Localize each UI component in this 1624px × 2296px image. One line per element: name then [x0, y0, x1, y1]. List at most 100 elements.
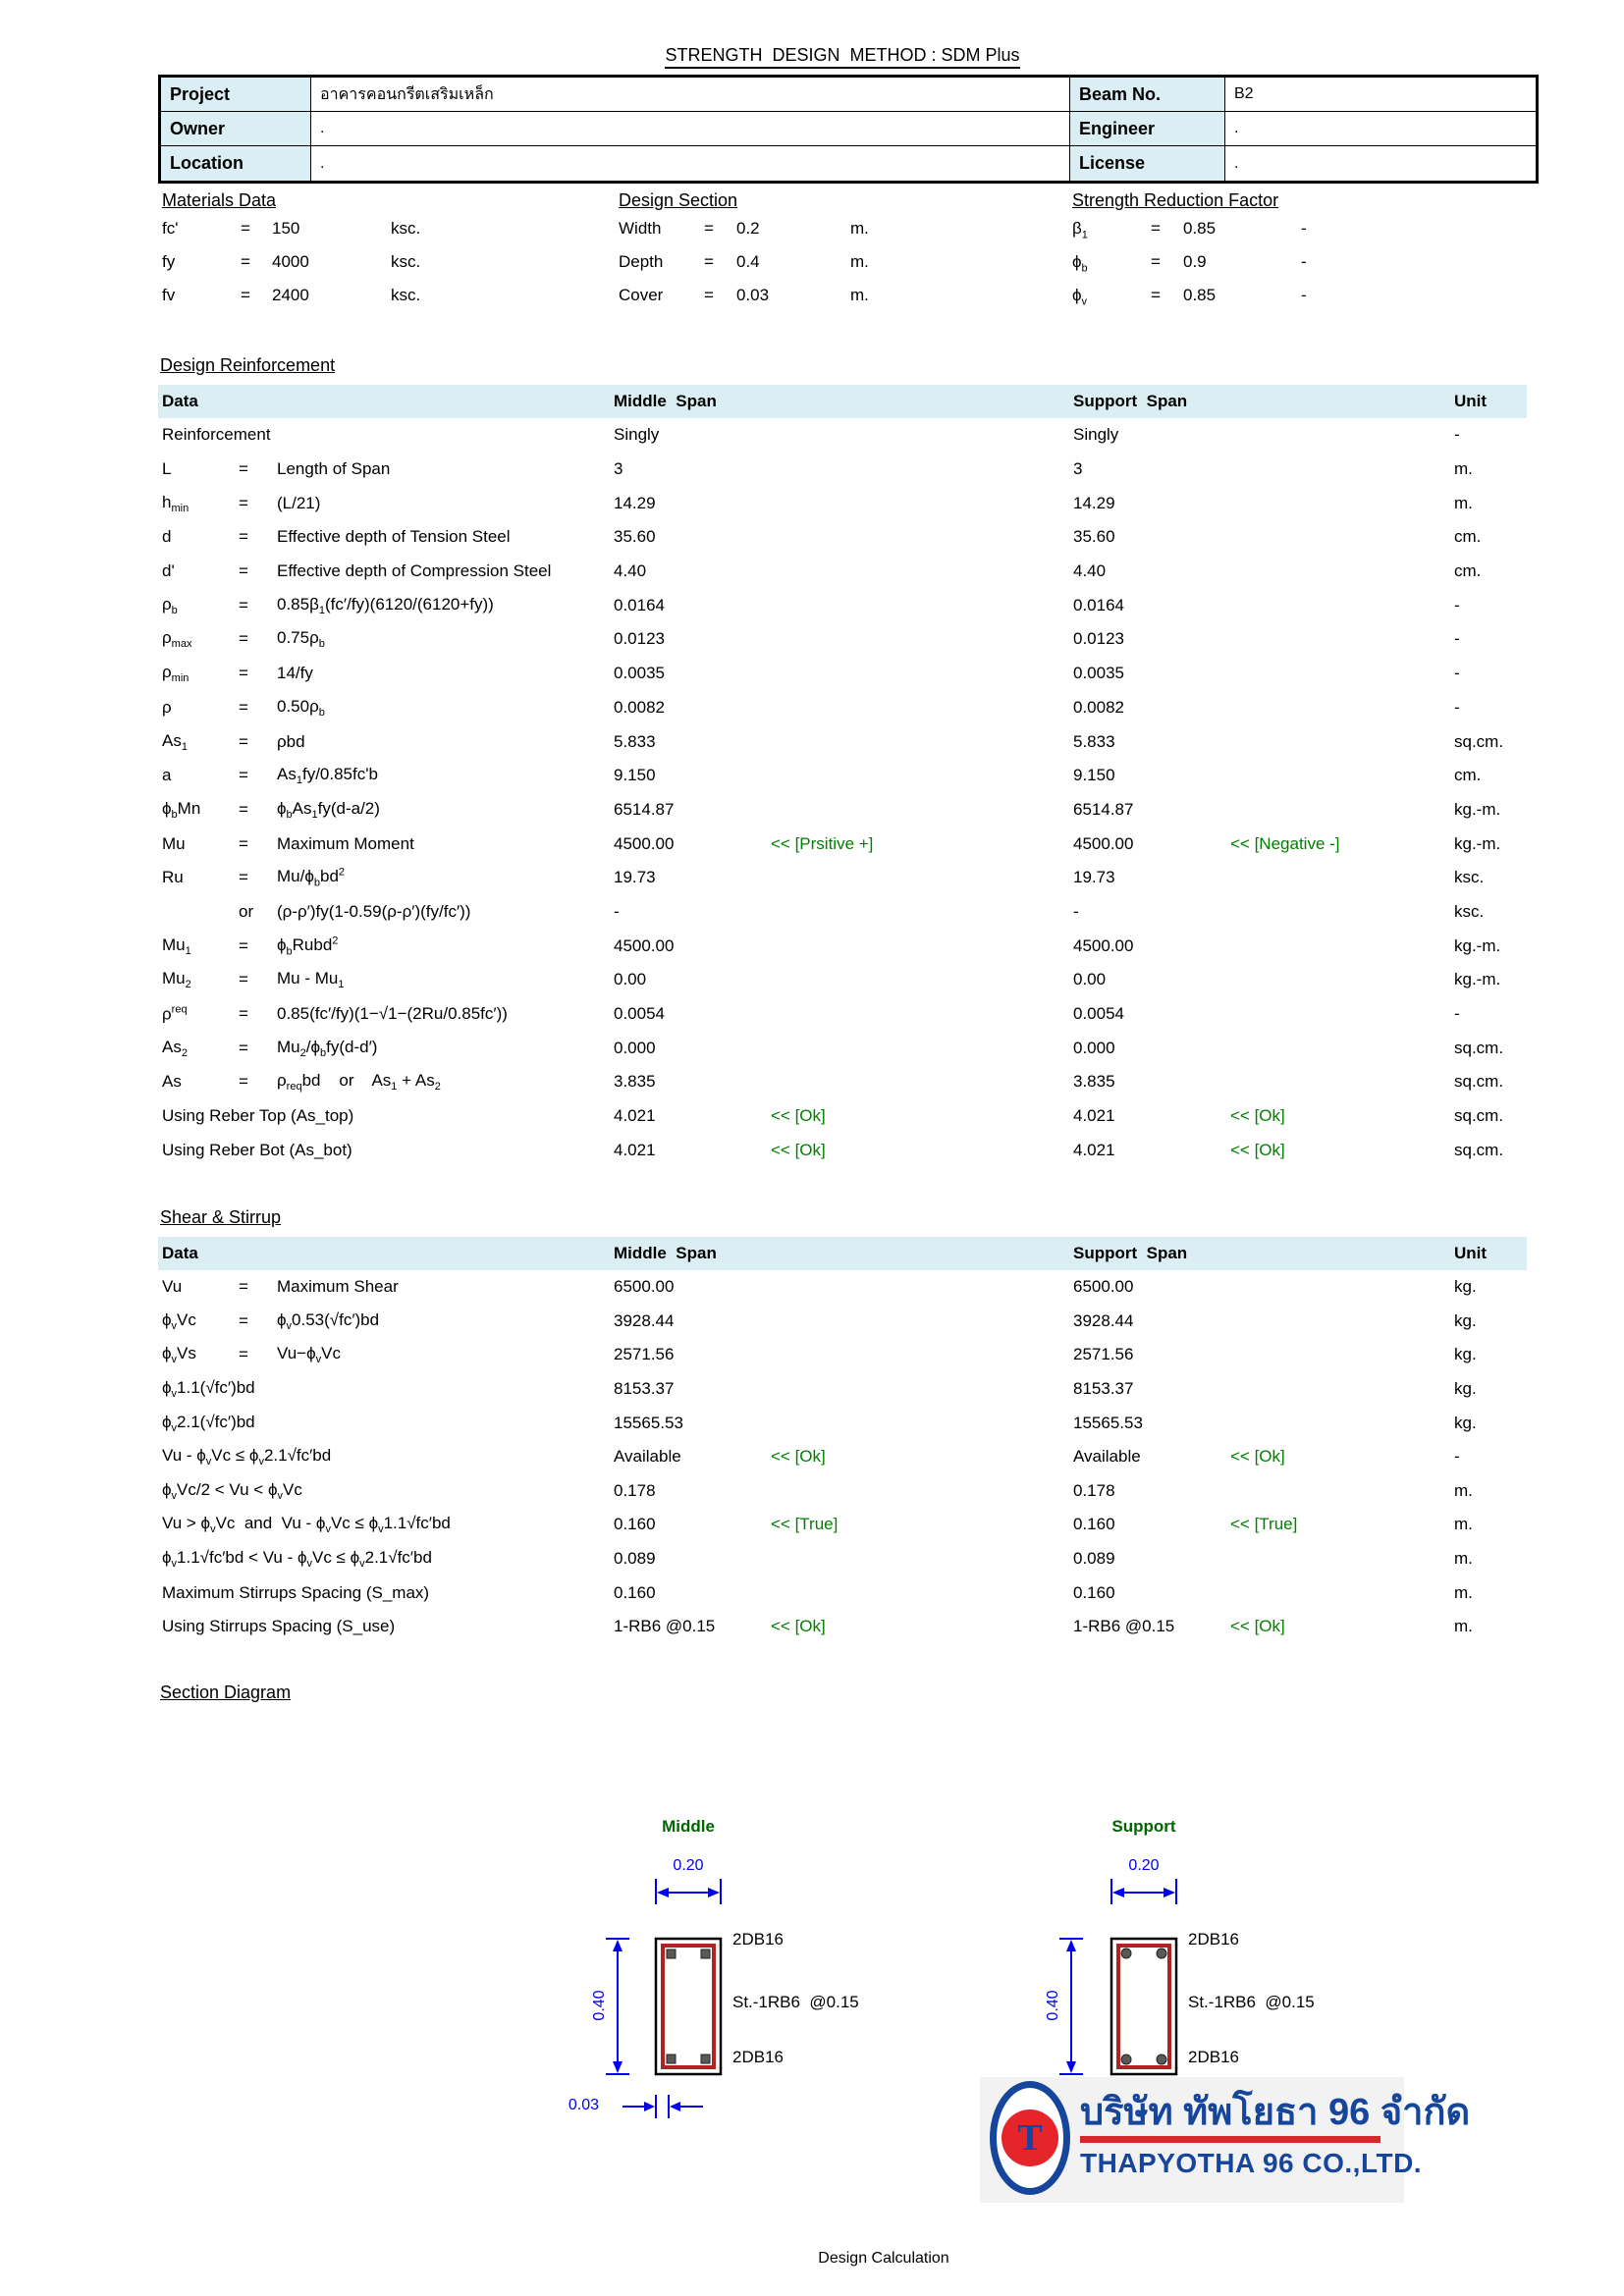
row-support: 4.021 [1073, 1106, 1115, 1126]
rebar [1156, 1948, 1167, 1959]
footer-label: Design Calculation [818, 2250, 949, 2267]
param-unit: - [1301, 219, 1307, 238]
support-concrete-outline [1110, 1937, 1178, 2076]
rebar [700, 1949, 711, 1959]
row-unit: cm. [1454, 527, 1482, 547]
design-reinforcement-heading: Design Reinforcement [160, 355, 336, 375]
row-support: 19.73 [1073, 868, 1115, 887]
row-middle: 15565.53 [614, 1413, 683, 1432]
table-row: As1 = ρbd 5.833 5.833 sq.cm. [0, 724, 1624, 759]
row-label: Using Reber Top (As_top) [162, 1106, 354, 1126]
table-row: d' = Effective depth of Compression Steel 4… [0, 555, 1624, 589]
header-row-label: Project [161, 78, 311, 112]
materials-data-block: fc' = 150 ksc. fy = 4000 ksc. fv = 2400 ksc. [162, 212, 574, 312]
row-label: L [162, 459, 172, 479]
support-stirrup [1116, 1944, 1171, 2069]
row-middle: 0.0082 [614, 697, 665, 717]
table-row: Vu = Maximum Shear 6500.00 6500.00 kg. [0, 1270, 1624, 1305]
parameter-row: β1 = 0.85 - [1072, 212, 1485, 245]
row-support-note: << [True] [1230, 1515, 1298, 1534]
page-title-text: STRENGTH DESIGN METHOD : SDM Plus [665, 45, 1020, 69]
param-eq: = [241, 219, 250, 238]
row-middle-note: << [Ok] [771, 1447, 826, 1467]
table-row: ϕbMn = ϕbAs1fy(d-a/2) 6514.87 6514.87 kg.-m. [0, 793, 1624, 828]
row-label: a [162, 766, 172, 785]
param-eq: = [1151, 252, 1161, 271]
column-middle-span: Middle Span [614, 1244, 717, 1262]
row-support: 8153.37 [1073, 1379, 1134, 1399]
row-label: Using Stirrups Spacing (S_use) [162, 1617, 396, 1636]
rebar [700, 2054, 711, 2064]
header-row-label: Beam No. [1070, 78, 1225, 112]
row-unit: - [1454, 629, 1460, 649]
row-eq: = [239, 459, 248, 479]
row-middle: 0.0123 [614, 629, 665, 649]
row-support: 3 [1073, 459, 1083, 479]
row-middle: 0.178 [614, 1480, 656, 1500]
row-eq: = [239, 664, 248, 683]
row-formula: Maximum Shear [277, 1277, 399, 1297]
middle-height-dimension [606, 1938, 629, 2075]
row-label: d [162, 527, 172, 547]
row-support: 0.0035 [1073, 664, 1124, 683]
row-label: ρmax [162, 628, 192, 651]
company-logo: T บริษัท ทัพโยธา 96 จำกัด THAPYOTHA 96 C… [980, 2077, 1470, 2203]
row-unit: kg.-m. [1454, 799, 1501, 819]
param-eq: = [704, 252, 714, 271]
row-support: - [1073, 901, 1079, 921]
row-middle: 14.29 [614, 493, 656, 512]
row-eq: or [239, 901, 254, 921]
table-row: Vu - ϕvVc ≤ ϕv2.1√fc′bd Available << [Ok] A… [0, 1440, 1624, 1474]
row-support: 6500.00 [1073, 1277, 1134, 1297]
table-row: Reinforcement Singly Singly - [0, 418, 1624, 453]
row-formula: Effective depth of Compression Steel [277, 561, 552, 581]
row-label: hmin [162, 492, 189, 514]
param-label: ϕv [1072, 286, 1088, 308]
row-support: 3.835 [1073, 1072, 1115, 1092]
row-eq: = [239, 493, 248, 512]
param-eq: = [241, 252, 250, 271]
param-eq: = [1151, 286, 1161, 304]
row-middle: 1-RB6 @0.15 [614, 1617, 716, 1636]
row-formula: Mu2/ϕbfy(d-d′) [277, 1037, 378, 1059]
param-unit: ksc. [391, 219, 421, 238]
row-support-note: << [Ok] [1230, 1447, 1285, 1467]
table-row: d = Effective depth of Tension Steel 35.60 3… [0, 520, 1624, 555]
rebar [1156, 2054, 1167, 2065]
logo-monogram: T [1017, 2117, 1043, 2159]
row-support: 0.0082 [1073, 697, 1124, 717]
table-row: ϕvVs = Vu−ϕvVc 2571.56 2571.56 kg. [0, 1338, 1624, 1372]
table-row: or (ρ-ρ′)fy(1-0.59(ρ-ρ′)(fy/fc′)) - - ksc. [0, 895, 1624, 930]
row-unit: sq.cm. [1454, 1072, 1504, 1092]
row-middle: 3.835 [614, 1072, 656, 1092]
support-height-value: 0.40 [1045, 1990, 1061, 2021]
header-row-label: License [1070, 146, 1225, 181]
row-support-note: << [Ok] [1230, 1106, 1285, 1126]
row-middle: 3 [614, 459, 623, 479]
table-row: ρb = 0.85β1(fc′/fy)(6120/(6120+fy)) 0.0164 0… [0, 588, 1624, 622]
header-row-label: Location [161, 146, 311, 181]
row-middle: 8153.37 [614, 1379, 675, 1399]
row-support: 4.40 [1073, 561, 1107, 581]
row-unit: kg.-m. [1454, 970, 1501, 989]
parameter-row: Depth = 0.4 m. [619, 245, 1031, 279]
row-eq: = [239, 561, 248, 581]
row-support: 0.0054 [1073, 1004, 1124, 1024]
row-support: 15565.53 [1073, 1413, 1143, 1432]
row-eq: = [239, 1038, 248, 1057]
row-unit: - [1454, 595, 1460, 614]
row-label: Vu - ϕvVc ≤ ϕv2.1√fc′bd [162, 1446, 332, 1468]
middle-stirrup-label: St.-1RB6 @0.15 [732, 1993, 859, 2011]
param-value: 0.4 [736, 252, 760, 271]
parameter-row: ϕv = 0.85 - [1072, 279, 1485, 312]
rebar [666, 1949, 677, 1959]
row-label: Using Reber Bot (As_bot) [162, 1140, 352, 1159]
row-middle: 4.021 [614, 1106, 656, 1126]
row-middle-note: << [Ok] [771, 1106, 826, 1126]
row-unit: - [1454, 1004, 1460, 1024]
shear-stirrup-rows: Vu = Maximum Shear 6500.00 6500.00 kg. ϕvVc = ϕv… [0, 1270, 1624, 1644]
row-eq: = [239, 833, 248, 853]
support-section-title: Support [1111, 1817, 1176, 1836]
row-label: ϕv1.1(√fc′)bd [162, 1377, 255, 1401]
section-diagram-heading: Section Diagram [160, 1682, 292, 1702]
